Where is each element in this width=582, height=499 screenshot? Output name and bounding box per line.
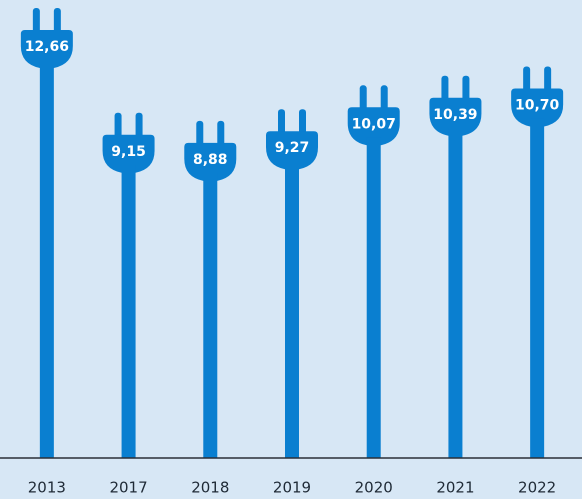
plug: 8,88 [184,120,237,458]
value-label: 9,15 [111,144,146,160]
bar [39,59,54,458]
plug-prong [196,120,204,147]
value-label: 9,27 [275,140,310,156]
plug-prong [462,75,470,102]
bar [530,118,545,459]
plug: 10,39 [429,75,482,458]
plug-head [347,107,400,146]
plug-head [102,134,155,173]
plug: 10,07 [347,85,400,458]
plug-prong [441,75,449,102]
plug-prong [523,66,531,93]
value-label: 10,07 [352,116,396,132]
plug-prong [217,120,225,147]
plug-prong [359,85,367,112]
plug-head [511,88,564,127]
x-tick-label: 2021 [436,479,474,497]
plug: 10,70 [511,66,564,459]
plug-prong [278,109,285,136]
plug-head [429,97,482,136]
plug-prong [114,112,122,139]
plug-prong [53,7,61,34]
plug-prong [32,7,40,34]
plug-prong [380,85,388,112]
plug-head [20,29,73,68]
value-label: 10,39 [433,107,477,123]
bar [203,172,218,458]
bar [448,127,463,458]
value-label: 12,66 [25,39,69,55]
bar [285,161,299,458]
value-label: 8,88 [193,152,228,168]
plug-head [184,142,237,181]
plug: 9,27 [266,109,318,458]
value-label: 10,70 [515,97,560,113]
x-tick-label: 2013 [28,479,66,497]
bar [366,137,381,458]
plug-prong [299,109,306,136]
bar [121,164,136,458]
plug-prong [135,112,143,139]
plug-head [266,131,318,170]
x-tick-label: 2022 [518,479,556,497]
plug: 9,15 [102,112,155,458]
x-tick-label: 2020 [355,479,393,497]
x-tick-label: 2017 [109,479,147,497]
x-tick-label: 2019 [273,479,311,497]
plug: 12,66 [20,7,73,458]
x-tick-label: 2018 [191,479,229,497]
plug-prong [544,66,552,93]
